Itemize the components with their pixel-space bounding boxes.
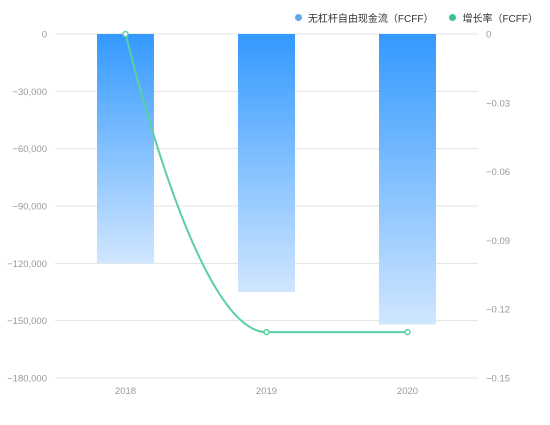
x-tick-label: 2019 [256,386,277,397]
legend-label-fcff: 无杠杆自由现金流（FCFF） [307,14,434,25]
y-left-tick-label: −90,000 [12,202,47,213]
y-right-tick-label: −0.03 [486,98,510,109]
bar-fcff [238,34,295,292]
y-right-tick-label: −0.06 [486,167,510,178]
legend-item-growth[interactable]: 增长率（FCFF） [449,10,538,25]
bar-fcff [379,34,436,325]
x-tick-label: 2020 [397,386,418,397]
x-tick-label: 2018 [115,386,136,397]
line-growth [124,33,408,334]
y-left-tick-label: −120,000 [7,259,47,270]
y-left-tick-label: 0 [42,30,47,41]
y-left-tick-label: −150,000 [7,316,47,327]
y-right-tick-label: −0.15 [486,374,510,385]
y-right-tick-label: −0.09 [486,236,510,247]
point-growth [404,328,411,336]
y-left-tick-label: −180,000 [7,374,47,385]
legend-label-growth: 增长率（FCFF） [462,14,538,25]
y-left-tick-label: −30,000 [12,87,47,98]
legend-marker-fcff [294,14,302,21]
bar-fcff [97,34,154,264]
point-growth [263,328,270,336]
legend-marker-growth [449,14,457,21]
y-right-tick-label: 0 [486,30,491,41]
y-right-tick-label: −0.12 [486,305,510,316]
point-growth [122,30,129,38]
legend-item-fcff[interactable]: 无杠杆自由现金流（FCFF） [294,10,434,25]
y-left-tick-label: −60,000 [12,144,47,155]
legend: 无杠杆自由现金流（FCFF） 增长率（FCFF） [294,10,538,25]
